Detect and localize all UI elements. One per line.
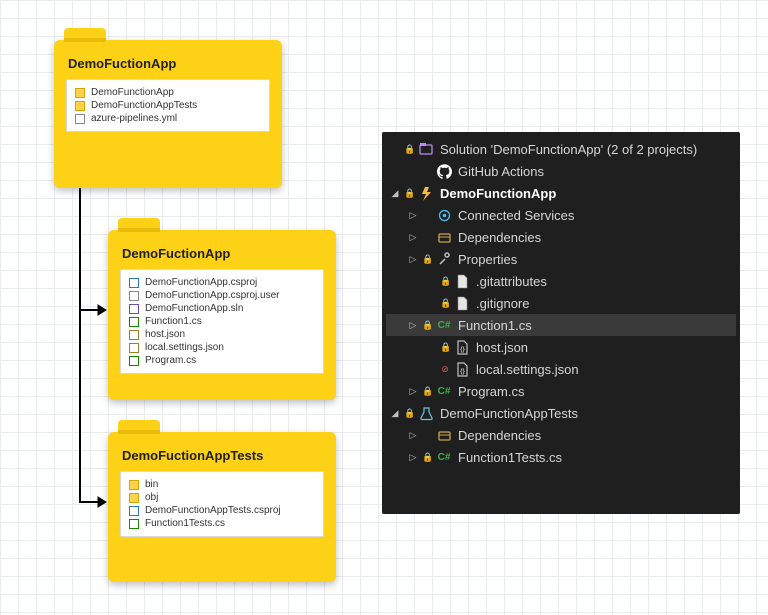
node-label: .gitattributes (476, 274, 547, 289)
json-icon: {} (454, 339, 470, 355)
doc-icon (454, 273, 470, 289)
json-icon: {} (454, 361, 470, 377)
lock-icon: 🔒 (422, 320, 432, 331)
solution-tree-node[interactable]: ▷ 🔒 C# Function1Tests.cs (386, 446, 736, 468)
cs-icon: C# (436, 449, 452, 465)
lock-icon: 🔒 (422, 254, 432, 265)
node-label: Function1Tests.cs (458, 450, 562, 465)
github-icon (436, 163, 452, 179)
lock-icon: 🔒 (422, 452, 432, 463)
solution-tree-node[interactable]: ·🔒{}host.json (386, 336, 736, 358)
expand-caret-icon[interactable]: ▷ (408, 210, 418, 221)
dep-icon (436, 229, 452, 245)
cs-icon: C# (436, 317, 452, 333)
solution-tree-node[interactable]: ▷🔒Dependencies (386, 226, 736, 248)
node-label: GitHub Actions (458, 164, 544, 179)
solution-tree-node[interactable]: ▷ 🔒 Properties (386, 248, 736, 270)
expand-caret-icon[interactable]: ▷ (408, 452, 418, 463)
node-label: Dependencies (458, 428, 541, 443)
svg-text:{}: {} (460, 347, 465, 353)
lock-icon: 🔒 (404, 144, 414, 155)
node-label: Solution 'DemoFunctionApp' (2 of 2 proje… (440, 142, 697, 157)
expand-caret-icon[interactable]: ◢ (390, 408, 400, 419)
blocked-icon: ⊘ (440, 364, 450, 375)
solution-tree-node[interactable]: ·🔒Solution 'DemoFunctionApp' (2 of 2 pro… (386, 138, 736, 160)
expand-caret-icon[interactable]: ▷ (408, 430, 418, 441)
test-icon (418, 405, 434, 421)
lock-icon: 🔒 (440, 276, 450, 287)
expand-caret-icon[interactable]: ▷ (408, 254, 418, 265)
solution-tree-node[interactable]: ▷🔒Connected Services (386, 204, 736, 226)
solution-tree-node[interactable]: ·🔒.gitignore (386, 292, 736, 314)
expand-caret-icon[interactable]: ▷ (408, 320, 418, 331)
node-label: Program.cs (458, 384, 524, 399)
solution-tree-node[interactable]: ▷ 🔒 C# Program.cs (386, 380, 736, 402)
solution-tree-node[interactable]: ·🔒.gitattributes (386, 270, 736, 292)
func-icon (418, 185, 434, 201)
node-label: .gitignore (476, 296, 529, 311)
lock-icon: 🔒 (440, 342, 450, 353)
lock-icon: 🔒 (422, 386, 432, 397)
cs-icon: C# (436, 383, 452, 399)
node-label: local.settings.json (476, 362, 579, 377)
lock-icon: 🔒 (404, 188, 414, 199)
node-label: DemoFunctionAppTests (440, 406, 578, 421)
solution-tree-node[interactable]: ◢ 🔒 DemoFunctionAppTests (386, 402, 736, 424)
svg-text:{}: {} (460, 369, 465, 375)
dep-icon (436, 427, 452, 443)
node-label: host.json (476, 340, 528, 355)
solution-tree-node[interactable]: ▷ 🔒 C# Function1.cs (386, 314, 736, 336)
node-label: Dependencies (458, 230, 541, 245)
node-label: Connected Services (458, 208, 574, 223)
doc-icon (454, 295, 470, 311)
node-label: Properties (458, 252, 517, 267)
expand-caret-icon[interactable]: ▷ (408, 386, 418, 397)
lock-icon: 🔒 (440, 298, 450, 309)
lock-icon: 🔒 (404, 408, 414, 419)
solution-tree-node[interactable]: ·🔒GitHub Actions (386, 160, 736, 182)
sln-icon (418, 141, 434, 157)
prop-icon (436, 251, 452, 267)
solution-explorer-panel: ·🔒Solution 'DemoFunctionApp' (2 of 2 pro… (382, 132, 740, 514)
node-label: Function1.cs (458, 318, 532, 333)
conn-icon (436, 207, 452, 223)
node-label: DemoFunctionApp (440, 186, 556, 201)
solution-tree-node[interactable]: ▷🔒Dependencies (386, 424, 736, 446)
solution-tree-node[interactable]: ◢ 🔒 DemoFunctionApp (386, 182, 736, 204)
expand-caret-icon[interactable]: ◢ (390, 188, 400, 199)
solution-tree-node[interactable]: ·⊘{}local.settings.json (386, 358, 736, 380)
expand-caret-icon[interactable]: ▷ (408, 232, 418, 243)
